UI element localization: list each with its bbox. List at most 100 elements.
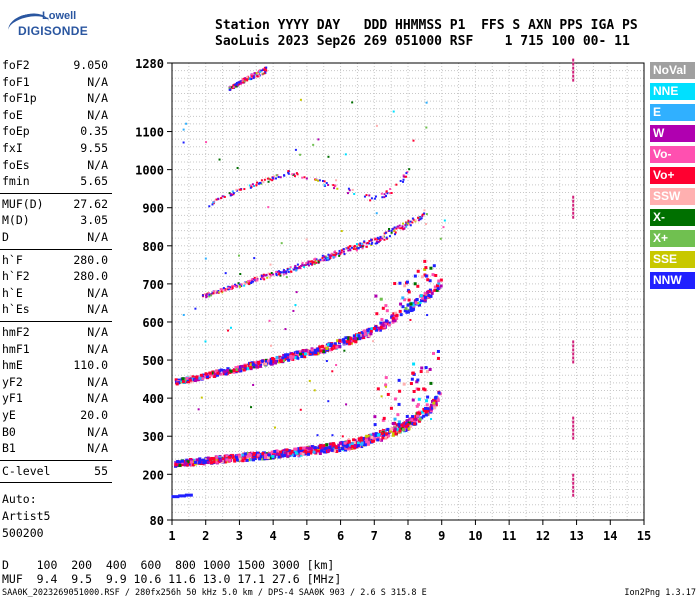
- trace-point: [411, 398, 415, 402]
- trace-point: [215, 198, 218, 201]
- param-value: 9.050: [73, 58, 108, 72]
- trace-point: [416, 411, 420, 415]
- trace-point: [394, 311, 398, 315]
- trace-point: [199, 373, 203, 377]
- trace-point: [243, 452, 247, 456]
- trace-point: [368, 437, 372, 441]
- trace-point: [297, 453, 301, 457]
- trace-point: [335, 345, 339, 349]
- trace-point: [381, 326, 385, 330]
- trace-point: [178, 463, 182, 467]
- trace-point: [281, 454, 285, 458]
- trace-point: [374, 432, 378, 436]
- trace-point: [376, 240, 379, 243]
- noise-point: [268, 319, 271, 322]
- noise-point: [292, 309, 295, 312]
- trace-point: [406, 419, 410, 423]
- trace-point: [572, 66, 575, 70]
- trace-point: [219, 372, 223, 376]
- trace-point: [409, 224, 412, 227]
- trace-point: [427, 293, 431, 297]
- param-value: 9.55: [80, 141, 108, 155]
- trace-point: [237, 365, 241, 369]
- trace-point: [290, 449, 294, 453]
- trace-point: [257, 182, 260, 185]
- trace-point: [301, 349, 305, 353]
- trace-point: [418, 417, 422, 421]
- trace-point: [376, 236, 379, 239]
- trace-point: [318, 446, 322, 450]
- param-key: h`F2: [2, 269, 30, 284]
- trace-point: [412, 218, 415, 221]
- trace-point: [263, 69, 266, 72]
- distance-row: D 100 200 400 600 800 1000 1500 3000 [km…: [2, 558, 335, 572]
- trace-point: [174, 378, 178, 382]
- trace-point: [352, 339, 356, 343]
- trace-point: [431, 273, 435, 277]
- trace-point: [411, 303, 415, 307]
- param-row-fof2: foF2 9.050: [2, 58, 108, 74]
- trace-point: [376, 326, 380, 330]
- param-row-hf2: h`F2 280.0: [2, 269, 108, 285]
- trace-point: [270, 450, 274, 454]
- trace-point: [237, 282, 240, 285]
- trace-point: [401, 296, 405, 300]
- trace-point: [303, 355, 307, 359]
- trace-point: [227, 288, 230, 291]
- trace-point: [330, 347, 334, 351]
- trace-point: [337, 252, 340, 255]
- trace-point: [318, 451, 322, 455]
- trace-point: [365, 242, 368, 245]
- noise-point: [331, 370, 334, 373]
- trace-point: [240, 283, 243, 286]
- trace-point: [296, 352, 300, 356]
- trace-point: [227, 286, 230, 289]
- trace-point: [359, 245, 362, 248]
- trace-point: [253, 276, 256, 279]
- trace-point: [417, 219, 420, 222]
- trace-point: [380, 238, 383, 241]
- trace-point: [260, 359, 264, 363]
- trace-point: [295, 269, 298, 272]
- param-key: D: [2, 230, 9, 244]
- trace-point: [208, 293, 211, 296]
- trace-point: [267, 180, 270, 183]
- trace-point: [238, 283, 241, 286]
- trace-point: [395, 183, 398, 186]
- trace-point: [289, 451, 293, 455]
- trace-point: [222, 372, 226, 376]
- legend-item-noval: NoVal: [650, 62, 695, 79]
- trace-point: [399, 425, 403, 429]
- trace-point: [279, 450, 283, 454]
- trace-point: [235, 458, 239, 462]
- trace-point: [222, 370, 226, 374]
- param-code: 500200: [2, 525, 44, 540]
- trace-point: [266, 276, 269, 279]
- trace-point: [368, 194, 371, 197]
- trace-point: [384, 376, 388, 380]
- trace-point: [329, 344, 333, 348]
- trace-point: [335, 449, 339, 453]
- trace-point: [439, 284, 443, 288]
- trace-point: [228, 88, 231, 91]
- trace-point: [572, 215, 575, 219]
- trace-point: [191, 463, 195, 467]
- trace-point: [299, 264, 302, 267]
- trace-point: [423, 209, 426, 212]
- param-value: N/A: [87, 107, 108, 122]
- noise-point: [335, 364, 338, 367]
- trace-point: [303, 176, 306, 179]
- trace-point: [258, 364, 262, 368]
- trace-point: [332, 443, 336, 447]
- trace-point: [307, 260, 310, 263]
- trace-point: [283, 174, 286, 177]
- trace-point: [249, 184, 252, 187]
- trace-point: [349, 339, 353, 343]
- trace-point: [243, 282, 246, 285]
- trace-point: [368, 242, 371, 245]
- trace-point: [210, 294, 213, 297]
- trace-point: [282, 353, 286, 357]
- trace-point: [370, 242, 373, 245]
- x-tick-label: 11: [502, 529, 516, 543]
- trace-point: [411, 371, 415, 375]
